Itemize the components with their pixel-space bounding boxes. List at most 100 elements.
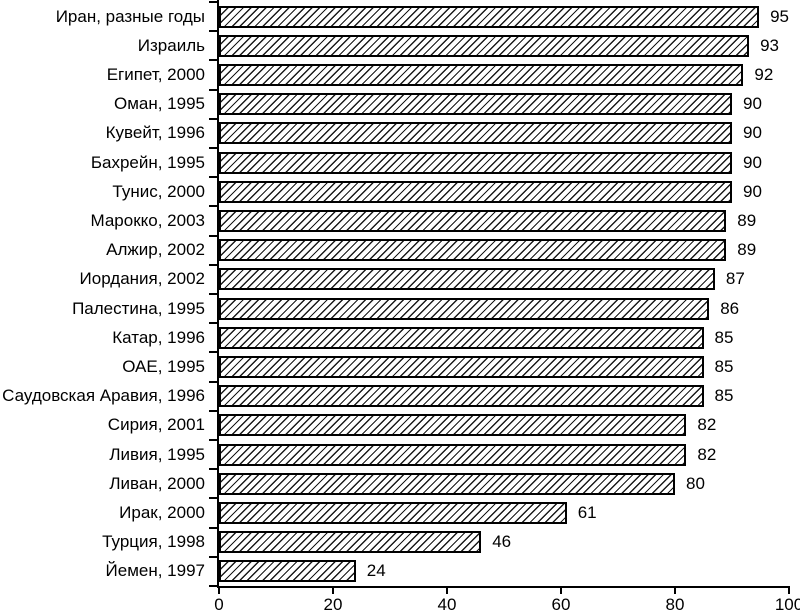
category-label: Сирия, 2001 (107, 415, 205, 435)
bar (219, 239, 727, 262)
category-label: Иордания, 2002 (79, 269, 205, 289)
x-axis-line (217, 586, 790, 588)
category-label: Тунис, 2000 (112, 181, 205, 201)
x-axis-tick-label: 80 (665, 595, 685, 614)
category-label: Алжир, 2002 (106, 240, 205, 260)
category-label: Ирак, 2000 (119, 503, 205, 523)
chart-row: Турция, 1998 46 (102, 528, 789, 557)
bar (219, 34, 750, 57)
y-axis-tick (209, 263, 217, 266)
category-label: Бахрейн, 1995 (90, 152, 205, 172)
bar (219, 297, 710, 320)
category-label: Кувейт, 1996 (105, 123, 205, 143)
y-axis-tick (209, 351, 217, 354)
value-label: 90 (743, 94, 762, 114)
value-label: 90 (743, 152, 762, 172)
bar (219, 560, 356, 583)
value-label: 89 (737, 240, 757, 260)
bar (219, 414, 687, 437)
value-label: 82 (697, 415, 717, 435)
x-axis-tick-label: 0 (214, 595, 224, 614)
chart-row: Иран, разные годы 95 (56, 2, 789, 31)
x-axis-tick (332, 588, 334, 594)
bar (219, 472, 675, 495)
chart-row: Оман, 1995 90 (114, 90, 789, 119)
y-axis-tick (209, 293, 217, 295)
value-label: 82 (697, 444, 717, 464)
category-label: Оман, 1995 (113, 94, 205, 114)
chart-row: Египет, 2000 92 (107, 60, 789, 89)
category-label: Палестина, 1995 (72, 298, 205, 318)
chart-row: Ливан, 2000 80 (109, 469, 789, 498)
x-axis-tick (218, 588, 220, 594)
chart-row: Израиль 93 (138, 31, 789, 60)
bar (219, 122, 732, 145)
chart-row: Иордания, 2002 87 (80, 265, 789, 294)
chart-row: Сирия, 2001 82 (108, 411, 789, 440)
value-label: 93 (760, 35, 780, 55)
category-label: Йемен, 1997 (105, 561, 205, 581)
chart-row: Марокко, 2003 89 (90, 206, 789, 235)
x-axis-tick (674, 588, 676, 594)
chart-row: Ливия, 1995 82 (109, 440, 789, 469)
x-axis-tick (788, 588, 790, 594)
plot-area: Иран, разные годы 95 Израиль 93 Египет, 2000… (2, 1, 789, 587)
bar (219, 531, 482, 554)
bar (219, 151, 732, 174)
value-label: 86 (720, 298, 740, 318)
bar (219, 180, 732, 203)
bar (219, 210, 727, 233)
category-label: Саудовская Аравия, 1996 (2, 386, 205, 406)
bar (219, 385, 704, 408)
value-label: 87 (725, 269, 745, 289)
y-axis-tick (209, 88, 217, 91)
y-axis-tick (209, 585, 217, 587)
y-axis-tick (209, 1, 217, 3)
x-axis-tick-label: 20 (323, 595, 343, 614)
y-axis-tick (209, 555, 217, 558)
value-label: 61 (577, 503, 597, 523)
value-label: 85 (714, 386, 734, 406)
y-axis-tick (209, 117, 217, 120)
y-axis-line (217, 0, 219, 588)
bar (219, 268, 715, 291)
category-label: Ливан, 2000 (109, 473, 205, 493)
chart-row: Палестина, 1995 86 (72, 294, 789, 323)
chart-row: ОАЕ, 1995 85 (122, 352, 789, 381)
y-axis-tick (209, 322, 217, 325)
category-label: Израиль (137, 35, 205, 55)
value-label: 85 (714, 357, 734, 377)
y-axis-tick (209, 147, 217, 149)
category-label: Турция, 1998 (102, 532, 205, 552)
bar (219, 64, 744, 86)
category-label: Египет, 2000 (106, 65, 205, 84)
bar (219, 93, 732, 116)
y-axis-tick (209, 30, 217, 33)
value-label: 92 (754, 65, 774, 84)
y-axis-tick (209, 468, 217, 471)
y-axis-tick (209, 439, 217, 441)
value-label: 90 (743, 123, 762, 143)
x-axis-tick-label: 60 (551, 595, 571, 614)
category-label: Ливия, 1995 (109, 444, 205, 464)
y-axis-tick (209, 380, 217, 383)
chart-row: Саудовская Аравия, 1996 85 (2, 382, 789, 411)
y-axis-tick (209, 234, 217, 237)
value-label: 80 (686, 473, 705, 493)
chart-row: Йемен, 1997 24 (106, 557, 789, 586)
bar (219, 356, 704, 379)
bar (219, 443, 687, 466)
y-axis-tick (209, 497, 217, 500)
chart-row: Тунис, 2000 90 (112, 177, 789, 206)
chart-row: Кувейт, 1996 90 (106, 119, 789, 148)
bar (219, 502, 567, 525)
value-label: 89 (737, 211, 757, 231)
y-axis-tick (209, 205, 217, 208)
category-label: Катар, 1996 (112, 327, 205, 347)
y-axis-tick (209, 176, 217, 179)
value-label: 90 (743, 181, 762, 201)
bar (219, 326, 704, 349)
value-label: 85 (714, 327, 734, 347)
value-label: 24 (366, 561, 386, 581)
